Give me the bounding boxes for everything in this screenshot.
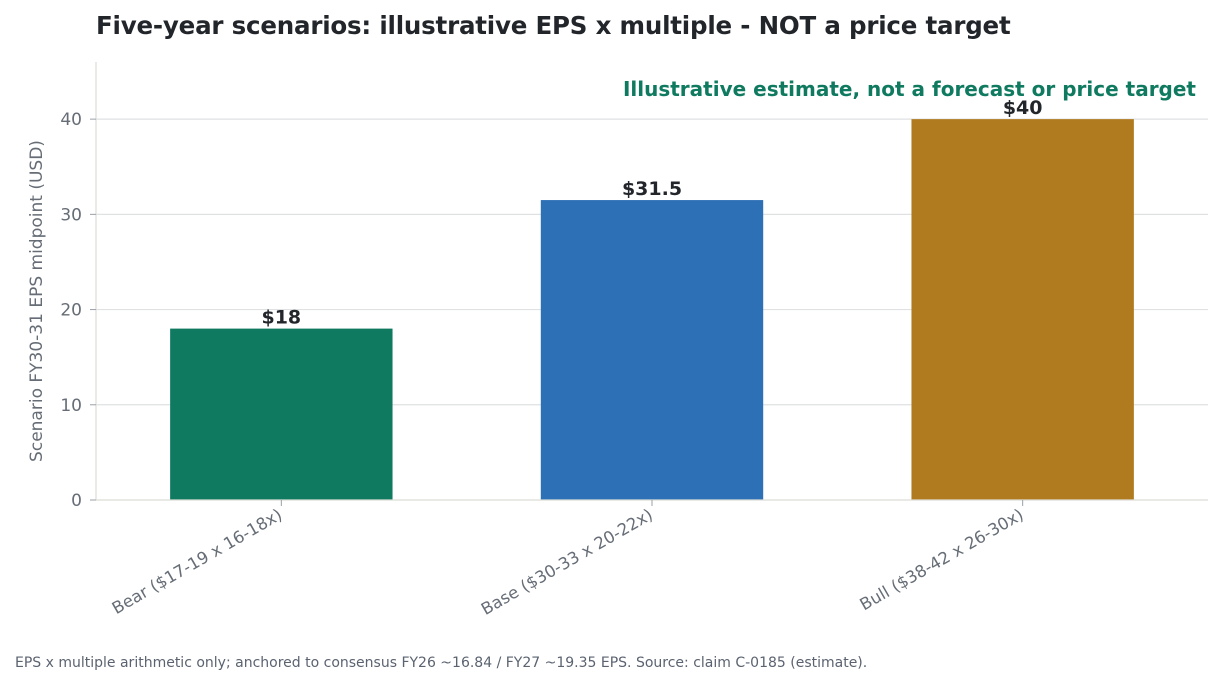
y-tick-label: 10 [60,396,82,416]
y-tick-label: 0 [71,491,82,511]
bar-chart: 0 10 20 30 40 Bear ($17-19 x 16-18x) Base ($3… [27,62,1208,619]
y-axis-title: Scenario FY30-31 EPS midpoint (USD) [27,140,47,462]
bar [540,200,764,500]
x-axis-ticks: Bear ($17-19 x 16-18x) Base ($30-33 x 20-… [109,500,1027,619]
x-tick-label: Bear ($17-19 x 16-18x) [109,505,286,618]
data-label: $18 [261,307,301,329]
y-tick-label: 40 [60,110,82,130]
chart-title: Five-year scenarios: illustrative EPS x … [96,11,1011,40]
footnote: EPS x multiple arithmetic only; anchored… [15,655,868,671]
x-tick-label: Bull ($38-42 x 26-30x) [857,505,1027,614]
data-label: $40 [1003,97,1043,119]
bar [170,328,393,500]
data-labels: $18 $31.5 $40 [261,97,1042,328]
y-axis-ticks: 0 10 20 30 40 [60,110,96,511]
y-tick-label: 20 [60,301,82,321]
bar [911,119,1134,500]
data-label: $31.5 [622,178,682,200]
y-tick-label: 30 [60,205,82,225]
x-tick-label: Base ($30-33 x 20-22x) [478,505,656,619]
chart-annotation: Illustrative estimate, not a forecast or… [623,77,1196,101]
bars [170,119,1134,500]
